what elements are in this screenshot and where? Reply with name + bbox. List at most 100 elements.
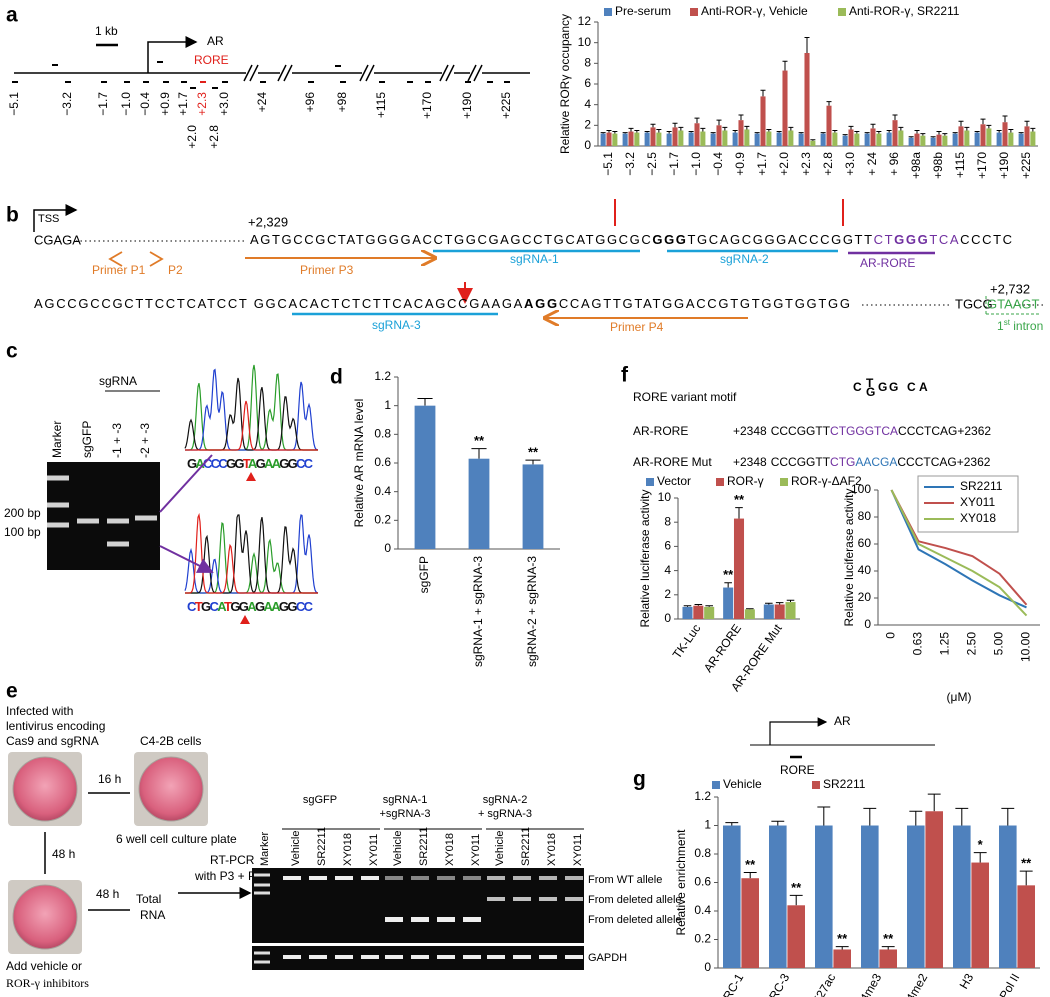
error-bar [964,126,970,131]
position-label: +98 [335,92,349,113]
bar [974,132,980,146]
gel-band [565,955,583,959]
gel-band [487,955,505,959]
y-tick-label: 2 [664,587,671,601]
error-bar [678,126,684,131]
error-bar [754,132,760,134]
x-tick-label: +0.9 [733,152,747,176]
step-text: lentivirus encoding [6,719,105,733]
y-tick-label: 4 [584,97,591,111]
error-bar [892,114,898,121]
y-tick-label: 100 [851,482,871,496]
y-tick-label: 10 [578,35,592,49]
primer-label: Primer P4 [610,320,664,334]
gel-band [254,951,270,955]
error-bar [776,131,782,133]
position-label: +2.3 [195,92,209,116]
bar [953,825,971,968]
tss-arrow [33,204,78,232]
logo-letter: G [889,380,898,394]
error-bar [909,810,923,826]
significance-label: ** [1021,856,1032,871]
bar [1002,122,1008,146]
x-tick-label: +3.0 [843,152,857,176]
gel-band [385,876,403,880]
time-label: 48 h [96,887,119,901]
bar [870,128,876,146]
bar [522,464,544,549]
bar [826,105,832,146]
sequence-segment: TCA [929,232,959,247]
position-label: +170 [420,92,434,119]
error-bar [842,134,848,136]
x-tick-label: sgRNA-1 + sgRNA-3 [471,556,485,667]
error-bar [804,37,810,53]
bar [798,133,804,146]
error-bar [1030,127,1036,132]
y-axis-label: Relative luciferase activity [638,489,652,627]
sequence: CGAGA [34,232,81,247]
sequence-segment: AGTGCCGCTATGGGGACC [250,232,443,247]
error-bar [810,139,816,141]
y-tick-label: 8 [584,56,591,70]
bar [1030,131,1036,146]
legend-swatch [690,8,698,16]
gel-band [437,955,455,959]
line [890,489,1028,617]
size-label: 200 bp [4,506,41,520]
panel-label: f [621,364,629,387]
x-tick-label: TK-Luc [670,622,704,662]
primer-label: Primer P3 [300,263,354,277]
bar [716,125,722,146]
gel-band [254,883,270,887]
error-bar [782,60,788,71]
legend-label: XY018 [960,511,996,525]
significance-label: ** [723,567,734,582]
y-axis-label: Relative enrichment [674,829,688,936]
position-label: −1.0 [119,92,133,116]
significance-label: ** [528,445,539,460]
position-label: +2,732 [990,281,1030,296]
sequence-segment: CCCGGTT [771,424,831,438]
error-bar [656,128,662,133]
error-bar [694,117,700,124]
bar [754,133,760,146]
position-label: +2.0 [185,125,199,149]
gel-band [135,515,157,521]
y-tick-label: 60 [858,536,872,550]
bar [848,129,854,146]
significance-label: ** [474,433,485,448]
step-text: 6 well cell culture plate [116,832,237,846]
error-bar [870,123,876,129]
y-tick-label: 0.8 [694,846,711,860]
error-bar [820,132,826,134]
gel-band [335,876,353,880]
sequence: GTAAGT [987,296,1040,311]
error-bar [628,127,634,132]
logo-letter: T [866,376,874,390]
band-label: From deleted allele [588,894,682,906]
bar [964,130,970,146]
lane-label: XY018 [342,833,354,866]
y-tick-label: 0.8 [374,427,391,441]
position-label: −5.1 [7,92,21,116]
trace [185,512,318,594]
bar [876,133,882,146]
x-tick-label: −5.1 [601,152,615,176]
step-text: Add vehicle or [6,959,82,973]
bar [693,605,704,619]
error-bar [766,128,772,132]
bar [628,131,634,146]
position-label: +190 [460,92,474,119]
bar [634,132,640,146]
bar [886,132,892,146]
bar [788,130,794,146]
step-text: Infected with [6,704,73,718]
step-text: RNA [140,908,165,922]
error-bar [700,127,706,132]
trace-sequence: GACCCGGTAGAAGGCC [187,456,314,471]
bar [861,825,879,968]
bar [833,949,851,968]
step-text: with P3 + P4 [194,869,263,883]
y-tick-label: 1.2 [374,369,391,383]
